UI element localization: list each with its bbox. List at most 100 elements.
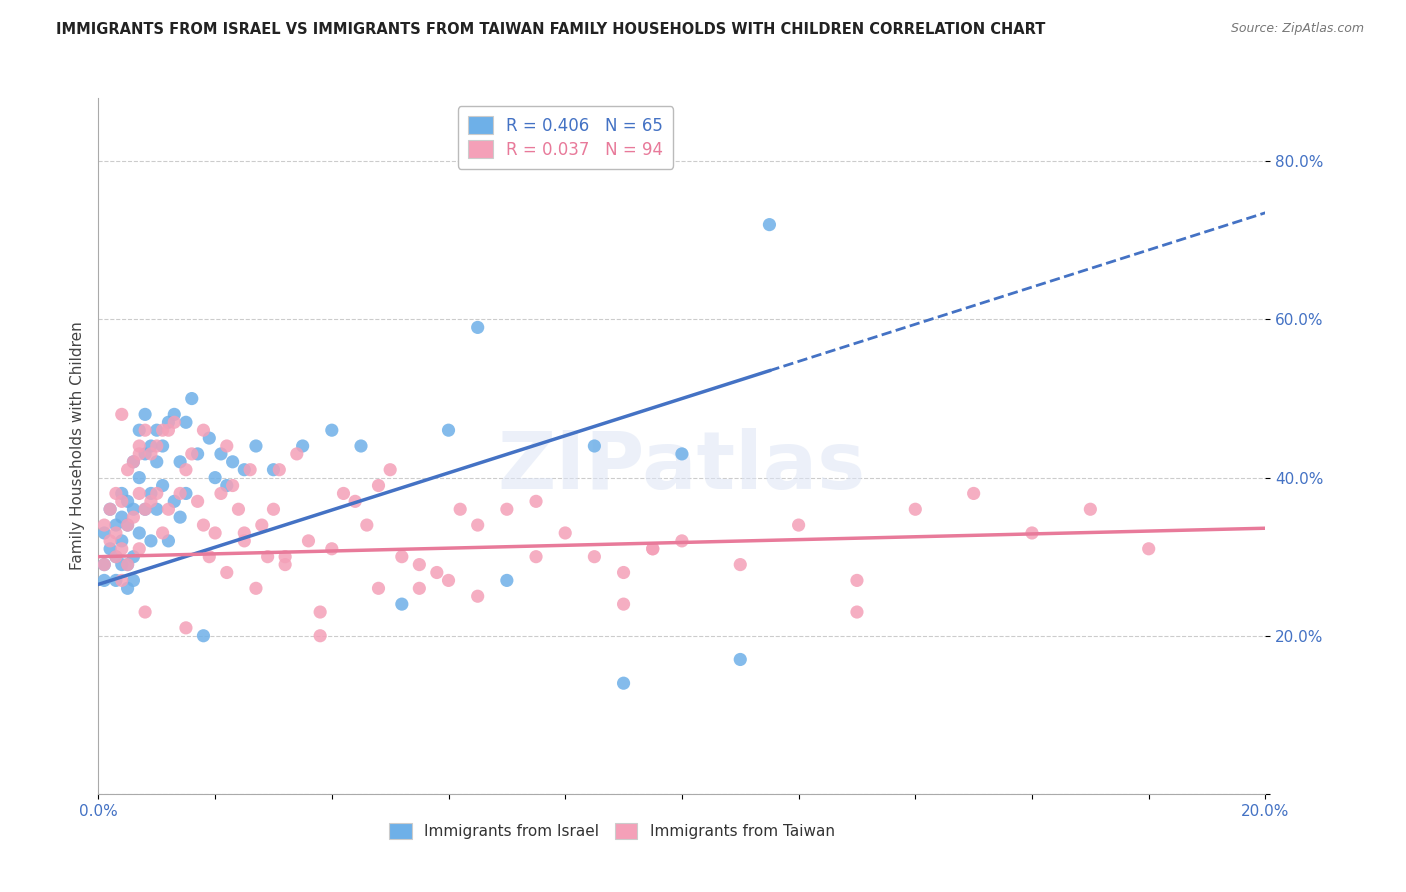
Point: [146, 455, 169, 469]
Point: [163, 415, 186, 429]
Point: [391, 549, 413, 564]
Point: [134, 605, 156, 619]
Point: [157, 423, 180, 437]
Point: [111, 574, 134, 588]
Point: [408, 558, 430, 572]
Point: [174, 415, 197, 429]
Point: [408, 582, 430, 596]
Point: [367, 478, 389, 492]
Point: [98, 502, 121, 516]
Point: [174, 621, 197, 635]
Point: [641, 541, 664, 556]
Point: [187, 447, 209, 461]
Point: [904, 502, 927, 516]
Point: [350, 439, 373, 453]
Point: [104, 518, 127, 533]
Point: [198, 431, 221, 445]
Point: [583, 549, 606, 564]
Point: [93, 574, 115, 588]
Point: [122, 574, 145, 588]
Point: [391, 597, 413, 611]
Text: IMMIGRANTS FROM ISRAEL VS IMMIGRANTS FROM TAIWAN FAMILY HOUSEHOLDS WITH CHILDREN: IMMIGRANTS FROM ISRAEL VS IMMIGRANTS FRO…: [56, 22, 1046, 37]
Point: [215, 566, 238, 580]
Point: [157, 533, 180, 548]
Point: [134, 423, 156, 437]
Point: [104, 486, 127, 500]
Point: [962, 486, 984, 500]
Point: [730, 558, 752, 572]
Point: [128, 423, 150, 437]
Point: [524, 549, 547, 564]
Point: [104, 525, 127, 540]
Point: [139, 494, 162, 508]
Point: [134, 502, 156, 516]
Point: [128, 470, 150, 484]
Point: [233, 533, 256, 548]
Point: [128, 486, 150, 500]
Point: [641, 541, 664, 556]
Point: [157, 502, 180, 516]
Point: [122, 455, 145, 469]
Point: [437, 574, 460, 588]
Point: [117, 558, 139, 572]
Point: [128, 541, 150, 556]
Point: [228, 502, 250, 516]
Point: [269, 463, 291, 477]
Point: [117, 558, 139, 572]
Point: [209, 486, 232, 500]
Point: [1137, 541, 1160, 556]
Point: [193, 423, 215, 437]
Point: [169, 510, 191, 524]
Point: [297, 533, 319, 548]
Point: [215, 439, 238, 453]
Point: [846, 605, 869, 619]
Point: [554, 525, 576, 540]
Point: [139, 486, 162, 500]
Point: [117, 463, 139, 477]
Point: [291, 439, 314, 453]
Point: [122, 510, 145, 524]
Point: [146, 423, 169, 437]
Point: [104, 574, 127, 588]
Point: [117, 518, 139, 533]
Point: [671, 533, 693, 548]
Point: [111, 541, 134, 556]
Point: [152, 423, 174, 437]
Point: [496, 502, 519, 516]
Point: [367, 582, 389, 596]
Point: [309, 629, 332, 643]
Point: [787, 518, 810, 533]
Point: [111, 510, 134, 524]
Point: [612, 676, 634, 690]
Point: [187, 494, 209, 508]
Point: [846, 574, 869, 588]
Point: [193, 629, 215, 643]
Text: ZIPatlas: ZIPatlas: [498, 428, 866, 506]
Point: [93, 558, 115, 572]
Point: [612, 566, 634, 580]
Point: [139, 439, 162, 453]
Point: [245, 439, 267, 453]
Point: [122, 502, 145, 516]
Point: [245, 582, 267, 596]
Point: [524, 494, 547, 508]
Point: [239, 463, 262, 477]
Text: Source: ZipAtlas.com: Source: ZipAtlas.com: [1230, 22, 1364, 36]
Point: [467, 589, 489, 603]
Point: [169, 455, 191, 469]
Point: [204, 470, 226, 484]
Point: [233, 463, 256, 477]
Point: [309, 605, 332, 619]
Point: [146, 502, 169, 516]
Point: [104, 549, 127, 564]
Point: [180, 447, 202, 461]
Point: [204, 525, 226, 540]
Point: [128, 525, 150, 540]
Point: [163, 494, 186, 508]
Point: [274, 549, 297, 564]
Point: [198, 549, 221, 564]
Point: [730, 652, 752, 666]
Point: [122, 549, 145, 564]
Point: [221, 478, 243, 492]
Point: [356, 518, 378, 533]
